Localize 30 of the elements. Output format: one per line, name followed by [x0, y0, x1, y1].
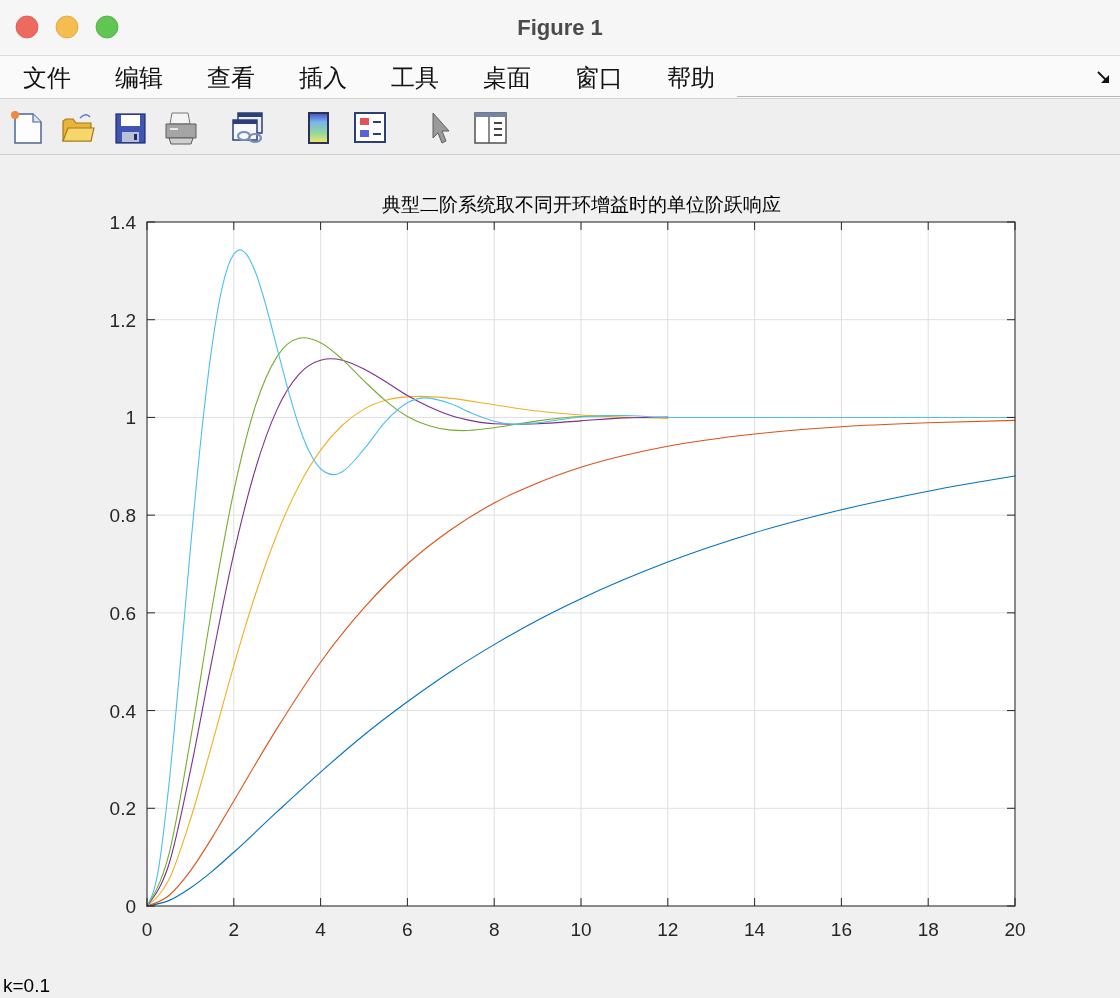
- text: 查看: [207, 64, 255, 91]
- text: 帮助: [667, 64, 715, 91]
- x-tick-label: 0: [141, 919, 153, 940]
- y-tick-label: 0.6: [109, 602, 136, 624]
- text: 文件: [23, 64, 71, 91]
- text: 编辑: [115, 64, 163, 91]
- x-tick-label: 12: [657, 919, 679, 940]
- caption: Figure 1: [517, 15, 603, 40]
- x-tick-label: 2: [228, 919, 240, 940]
- text: 桌面: [483, 64, 531, 91]
- x-tick-label: 16: [830, 919, 852, 940]
- x-tick-label: 18: [917, 919, 939, 940]
- text: 工具: [391, 64, 439, 91]
- chart-title: 典型二阶系统取不同开环增益时的单位阶跃响应: [381, 194, 781, 215]
- y-tick-label: 0.8: [109, 505, 136, 527]
- x-tick-label: 14: [744, 919, 766, 940]
- y-tick-label: 0.4: [109, 700, 137, 722]
- text: 插入: [299, 64, 347, 91]
- x-tick-label: 4: [315, 919, 327, 940]
- text: k=0.1: [3, 975, 51, 996]
- x-tick-label: 20: [1004, 919, 1026, 940]
- text: 窗口: [575, 64, 623, 91]
- y-tick-label: 1.2: [109, 309, 136, 331]
- x-tick-label: 10: [570, 919, 592, 940]
- y-tick-label: 1.4: [109, 212, 137, 233]
- y-tick-label: 0: [125, 896, 136, 917]
- x-tick-label: 6: [402, 919, 413, 940]
- x-tick-label: 8: [488, 919, 500, 940]
- y-tick-label: 1: [125, 407, 136, 429]
- y-tick-label: 0.2: [109, 798, 136, 820]
